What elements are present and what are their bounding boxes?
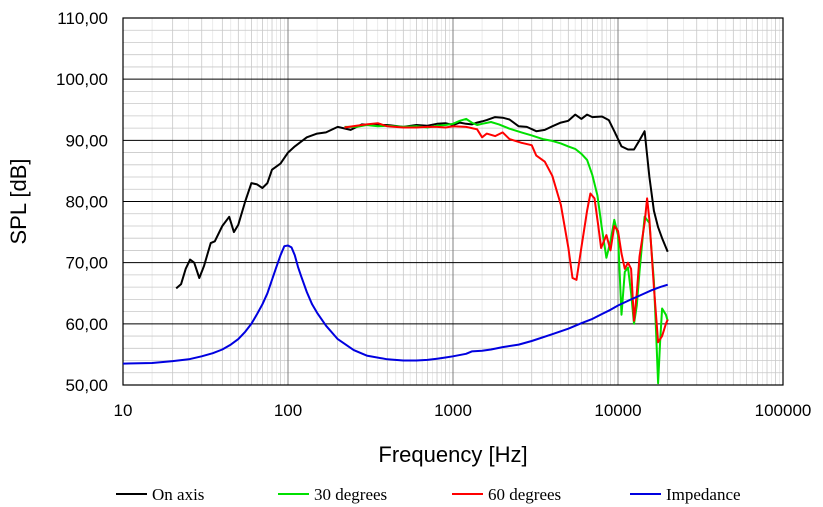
series-line-impedance [122,244,669,365]
y-tick-label: 100,00 [56,70,108,89]
x-tick-label: 1000 [434,401,472,420]
y-tick-label: 60,00 [65,315,108,334]
legend-label: Impedance [666,485,741,504]
x-tick-label: 10000 [594,401,641,420]
y-tick-label: 80,00 [65,193,108,212]
series-line-30-degrees [344,117,669,385]
y-tick-label: 70,00 [65,254,108,273]
legend-label: On axis [152,485,204,504]
x-tick-label: 100 [274,401,302,420]
x-axis-title: Frequency [Hz] [378,442,527,467]
legend-label: 30 degrees [314,485,387,504]
x-tick-labels: 10 100 1000 10000 100000 [114,401,812,420]
x-tick-label: 10 [114,401,133,420]
x-tick-label: 100000 [755,401,812,420]
series-line-60-degrees [344,122,669,344]
y-tick-labels: 50,00 60,00 70,00 80,00 90,00 100,00 110,00 [56,9,108,395]
series-lines [122,113,669,385]
y-tick-label: 50,00 [65,376,108,395]
plot-area-border [122,17,784,386]
y-tick-label: 90,00 [65,131,108,150]
series-line-on-axis [175,113,669,290]
y-tick-label: 110,00 [57,9,108,28]
legend: On axis 30 degrees 60 degrees Impedance [116,485,741,504]
y-axis-title: SPL [dB] [6,158,31,244]
legend-label: 60 degrees [488,485,561,504]
